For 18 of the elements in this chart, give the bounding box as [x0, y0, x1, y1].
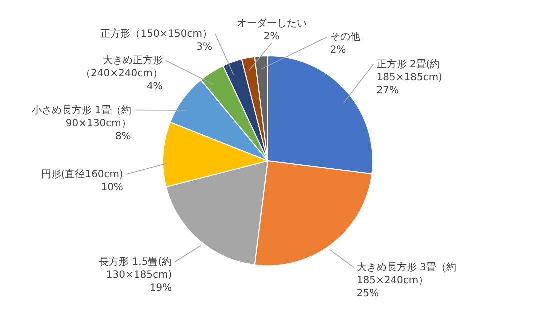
slice-label: 大きめ長方形 3畳（約185×240cm）: [356, 262, 456, 287]
slice-label: 正方形 2畳(約185×185cm): [376, 58, 443, 84]
slice-label: 正方形（150×150cm）: [100, 28, 213, 40]
data-label: 27%: [376, 85, 399, 96]
data-label: 25%: [356, 288, 380, 300]
slice-label: 長方形 1.5畳(約130×185cm): [99, 256, 172, 282]
slice-label: その他: [330, 31, 360, 44]
data-label: 19%: [150, 283, 172, 294]
data-label: 3%: [196, 42, 213, 54]
data-label: 2%: [330, 45, 346, 56]
data-label: 10%: [101, 182, 124, 194]
slice-label: オーダーしたい: [236, 18, 307, 30]
data-label: 8%: [115, 131, 132, 142]
slice-label: 小さめ長方形 1畳（約90×130cm）: [32, 104, 132, 130]
data-label: 4%: [146, 82, 163, 93]
slice-label: 大きめ正方形（240×240cm）: [81, 54, 163, 80]
data-label: 2%: [264, 32, 280, 43]
slice-label: 円形(直径160cm): [41, 168, 124, 180]
